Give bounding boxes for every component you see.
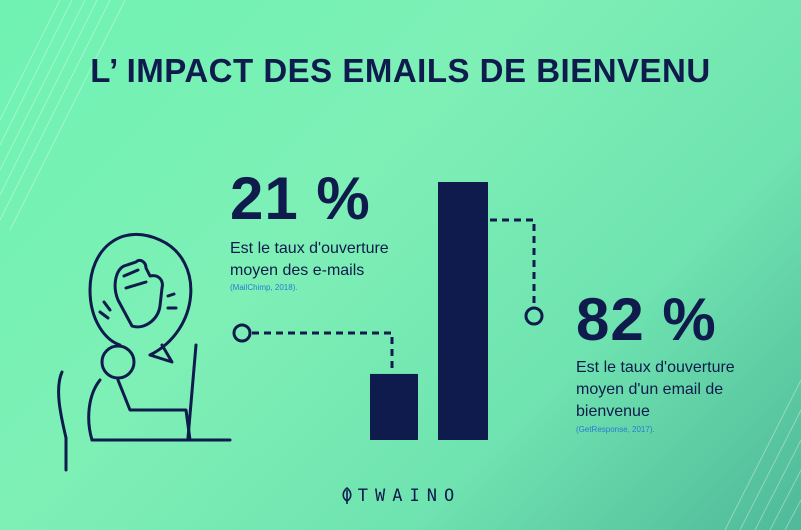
stat-right-desc-2: moyen d'un email de <box>576 381 724 398</box>
stat-right-value: 82 % <box>576 286 717 353</box>
bar-1 <box>370 373 418 440</box>
connector-dot-right <box>524 306 544 326</box>
stat-left-value: 21 % <box>230 165 371 232</box>
stat-left-source: (MailChimp, 2018). <box>230 283 298 292</box>
stat-right-desc-3: bienvenue <box>576 403 650 420</box>
stat-right-source: (GetResponse, 2017). <box>576 425 655 434</box>
connector-dot-left <box>232 323 252 343</box>
bar-2 <box>438 182 488 440</box>
connector-line-right <box>490 218 536 306</box>
stat-left-desc-2: moyen des e-mails <box>230 262 365 279</box>
page-title: L’ IMPACT DES EMAILS DE BIENVENU <box>90 52 711 89</box>
brand-logo: TWAINO <box>0 486 801 506</box>
stat-right-desc-1: Est le taux d'ouverture <box>576 359 735 376</box>
leaf-icon <box>342 486 352 504</box>
brand-name: TWAINO <box>357 486 462 506</box>
connector-line-left <box>252 331 394 370</box>
stat-left-desc-1: Est le taux d'ouverture <box>230 240 389 257</box>
